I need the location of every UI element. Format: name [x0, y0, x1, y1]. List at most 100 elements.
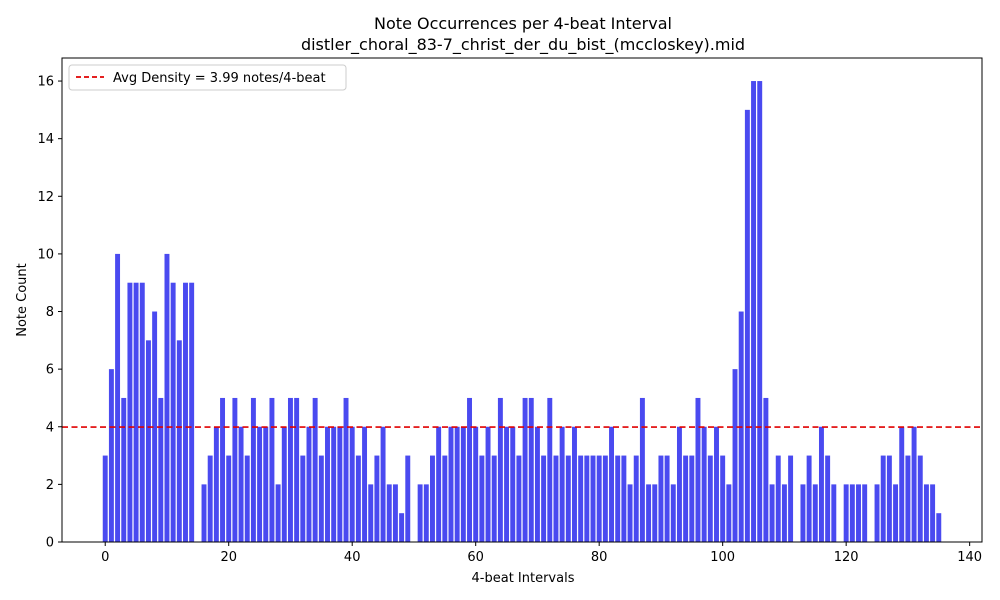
- bar: [145, 340, 151, 542]
- bar: [405, 455, 411, 542]
- bar: [108, 369, 114, 542]
- bar: [714, 426, 719, 542]
- plot-frame: [61, 57, 983, 543]
- y-axis-label: Note Count: [15, 263, 30, 337]
- bar: [559, 426, 565, 542]
- chart-title: Note Occurrences per 4-beat Interval: [374, 14, 672, 33]
- bar: [763, 397, 769, 542]
- bar: [497, 397, 503, 542]
- bar: [800, 484, 806, 542]
- bar: [232, 397, 238, 542]
- y-tick-label: 4: [46, 420, 54, 435]
- bar: [516, 455, 522, 542]
- bar: [244, 455, 250, 542]
- bar: [757, 81, 763, 543]
- bar: [300, 455, 306, 542]
- bars-group: [102, 81, 942, 543]
- bar: [306, 426, 312, 542]
- bar: [467, 397, 472, 542]
- bar: [139, 282, 145, 542]
- bar: [269, 397, 275, 542]
- bar: [263, 426, 269, 542]
- y-tick-label: 16: [37, 75, 54, 90]
- bar: [602, 455, 608, 542]
- bar: [676, 426, 682, 542]
- bar: [658, 455, 664, 542]
- x-tick-label: 140: [957, 550, 982, 565]
- bar: [479, 455, 485, 542]
- bar: [812, 484, 818, 542]
- bar: [775, 455, 781, 542]
- bar: [176, 340, 182, 542]
- bar: [454, 426, 460, 542]
- bar: [633, 455, 639, 542]
- bar: [646, 484, 652, 542]
- bar: [880, 455, 886, 542]
- bar: [170, 282, 176, 542]
- bar: [102, 455, 108, 542]
- y-tick-label: 6: [46, 363, 54, 378]
- bar: [806, 455, 812, 542]
- bar: [213, 426, 219, 542]
- x-axis-label: 4-beat Intervals: [472, 571, 575, 586]
- bar: [893, 484, 899, 542]
- bar: [707, 455, 713, 542]
- bar: [905, 455, 911, 542]
- bar: [281, 426, 287, 542]
- bar: [843, 484, 849, 542]
- x-tick-label: 20: [220, 550, 237, 565]
- bar: [701, 426, 707, 542]
- bar: [183, 282, 188, 542]
- x-tick-label: 100: [710, 550, 735, 565]
- y-tick-label: 14: [37, 132, 54, 147]
- bar: [825, 455, 831, 542]
- y-axis-ticks: 0 2 4 6 8 10 12 14 16: [37, 75, 62, 551]
- bar: [510, 426, 516, 542]
- bar: [392, 484, 398, 542]
- bar: [541, 455, 547, 542]
- bar: [553, 455, 559, 542]
- bar: [374, 455, 380, 542]
- bar: [689, 455, 695, 542]
- x-tick-label: 0: [101, 550, 109, 565]
- bar: [491, 455, 497, 542]
- bar: [936, 513, 942, 542]
- bar: [726, 484, 732, 542]
- bar: [781, 484, 787, 542]
- bar: [670, 484, 676, 542]
- bar: [368, 484, 374, 542]
- bar: [664, 455, 670, 542]
- bar: [590, 455, 596, 542]
- bar: [275, 484, 281, 542]
- bar: [627, 484, 633, 542]
- bar: [886, 455, 892, 542]
- bar: [899, 426, 905, 542]
- x-axis-ticks: 0 20 40 60 80 100 120 140: [101, 542, 982, 565]
- bar: [355, 455, 361, 542]
- bar: [923, 484, 929, 542]
- legend-label: Avg Density = 3.99 notes/4-beat: [113, 71, 326, 86]
- x-tick-label: 60: [467, 550, 484, 565]
- legend: Avg Density = 3.99 notes/4-beat: [68, 64, 347, 91]
- bar: [294, 397, 300, 542]
- bar: [652, 484, 658, 542]
- bar: [220, 397, 226, 542]
- bar: [615, 455, 621, 542]
- bar: [522, 397, 528, 542]
- bar: [238, 426, 244, 542]
- bar: [874, 484, 880, 542]
- bar: [226, 455, 232, 542]
- bar: [164, 253, 170, 542]
- y-tick-label: 2: [46, 478, 54, 493]
- bar: [250, 397, 256, 542]
- y-tick-label: 8: [46, 305, 54, 320]
- chart-subtitle: distler_choral_83-7_christ_der_du_bist_(…: [301, 35, 745, 55]
- bar: [423, 484, 429, 542]
- bar: [621, 455, 627, 542]
- bar: [121, 397, 127, 542]
- bar: [572, 426, 577, 542]
- bar: [720, 455, 726, 542]
- y-tick-label: 10: [37, 247, 54, 262]
- bar: [565, 455, 571, 542]
- y-tick-label: 12: [37, 190, 54, 205]
